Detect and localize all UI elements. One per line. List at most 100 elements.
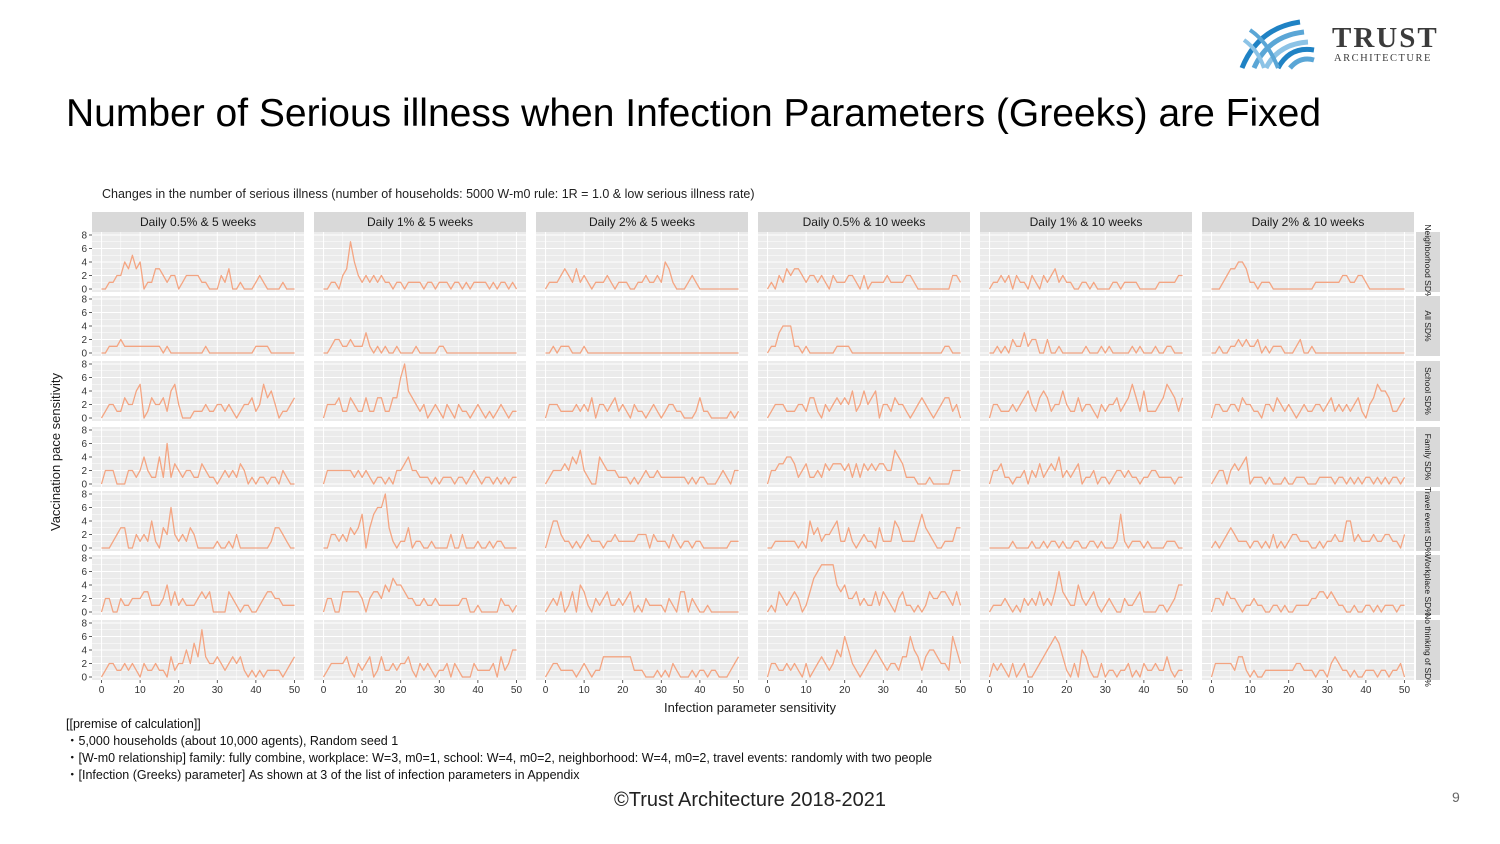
y-tick-label: 4 (81, 322, 87, 333)
y-tick-label: 6 (81, 632, 87, 643)
x-tick-label: 10 (801, 685, 813, 696)
y-tick-label: 6 (81, 503, 87, 514)
y-axis-label: Vaccination pace sensitivity (48, 373, 63, 532)
y-tick-label: 8 (81, 554, 87, 565)
y-tick-label: 8 (81, 295, 87, 306)
series-line (766, 564, 962, 613)
x-tick-label: 20 (617, 685, 629, 696)
y-tick-label: 0 (81, 544, 87, 555)
series-line (1211, 338, 1405, 354)
company-logo: TRUST ARCHITECTURE (1238, 16, 1468, 76)
series-line (544, 520, 739, 549)
y-tick-label: 4 (81, 581, 87, 592)
series-line (544, 656, 740, 678)
chart-title: Changes in the number of serious illness… (102, 187, 755, 201)
x-tick-label: 40 (694, 685, 706, 696)
series-line (1210, 520, 1406, 549)
x-tick-label: 30 (434, 685, 446, 696)
series-line (322, 363, 517, 419)
series-line (101, 506, 295, 549)
y-tick-label: 2 (81, 400, 87, 411)
facet-strip-column (536, 212, 748, 232)
series-line (766, 268, 962, 290)
y-tick-label: 0 (81, 285, 87, 296)
series-line (323, 332, 517, 354)
x-tick-label: 30 (878, 685, 890, 696)
series-line (988, 383, 1184, 419)
x-tick-label: 10 (135, 685, 147, 696)
facet-strip-row (1416, 620, 1440, 680)
x-tick-label: 40 (250, 685, 262, 696)
x-tick-label: 20 (1283, 685, 1295, 696)
x-tick-label: 0 (987, 685, 993, 696)
facet-label-row: Travel event SD% (1423, 487, 1433, 556)
y-tick-label: 0 (81, 414, 87, 425)
x-tick-label: 30 (1100, 685, 1112, 696)
facet-strip-column (314, 212, 526, 232)
series-line (101, 254, 295, 290)
series-line (988, 570, 1183, 613)
facet-label-column: Daily 0.5% & 5 weeks (140, 215, 256, 229)
y-tick-label: 6 (81, 439, 87, 450)
series-line (100, 442, 295, 485)
calculation-notes: [[premise of calculation]] ・5,000 househ… (66, 716, 932, 784)
x-tick-label: 30 (656, 685, 668, 696)
note-line: ・[Infection (Greeks) parameter] As shown… (66, 768, 580, 782)
y-tick-label: 8 (81, 619, 87, 630)
x-tick-label: 40 (1360, 685, 1372, 696)
series-line (989, 332, 1183, 354)
y-tick-label: 4 (81, 646, 87, 657)
series-line (100, 584, 295, 613)
y-tick-label: 8 (81, 426, 87, 437)
y-tick-label: 2 (81, 271, 87, 282)
x-tick-label: 10 (1023, 685, 1035, 696)
facet-label-row: All SD% (1423, 310, 1433, 342)
x-tick-label: 30 (212, 685, 224, 696)
y-tick-label: 0 (81, 480, 87, 491)
x-tick-label: 20 (173, 685, 185, 696)
x-tick-label: 20 (1061, 685, 1073, 696)
facet-strip-row (1416, 232, 1440, 292)
series-line (988, 456, 1183, 485)
series-line (1210, 656, 1406, 678)
series-line (767, 513, 961, 549)
x-tick-label: 50 (511, 685, 523, 696)
y-tick-label: 4 (81, 387, 87, 398)
page-title: Number of Serious illness when Infection… (66, 92, 1322, 135)
series-line (323, 241, 518, 290)
series-line (544, 584, 739, 613)
x-tick-label: 10 (579, 685, 591, 696)
logo-mark-icon (1239, 19, 1315, 70)
facet-strip-column (92, 212, 304, 232)
x-tick-label: 10 (1245, 685, 1257, 696)
facet-strip-row (1416, 491, 1440, 551)
x-tick-label: 0 (99, 685, 105, 696)
facet-label-column: Daily 1% & 10 weeks (1030, 215, 1143, 229)
x-axis-label: Infection parameter sensitivity (664, 700, 836, 715)
note-heading: [[premise of calculation]] (66, 717, 201, 731)
copyright-footer: ©Trust Architecture 2018-2021 (614, 789, 886, 811)
series-line (766, 635, 962, 678)
facet-strip-column (758, 212, 970, 232)
facet-label-column: Daily 0.5% & 10 weeks (803, 215, 926, 229)
y-tick-label: 2 (81, 466, 87, 477)
series-line (322, 577, 518, 613)
y-tick-label: 2 (81, 659, 87, 670)
x-tick-label: 40 (472, 685, 484, 696)
series-line (1210, 591, 1405, 613)
facet-strip-row (1416, 361, 1440, 421)
note-line: ・[W-m0 relationship] family: fully combi… (66, 751, 933, 765)
series-line (323, 493, 517, 549)
series-line (1210, 383, 1406, 419)
series-line (766, 325, 961, 354)
y-tick-label: 4 (81, 453, 87, 464)
x-tick-label: 50 (289, 685, 301, 696)
x-tick-label: 20 (395, 685, 407, 696)
series-line (1210, 456, 1406, 485)
facet-strip-column (980, 212, 1192, 232)
series-line (322, 456, 517, 485)
facet-label-row: Family SD% (1423, 434, 1433, 481)
x-tick-label: 0 (765, 685, 771, 696)
series-line (766, 390, 962, 419)
y-tick-label: 8 (81, 490, 87, 501)
